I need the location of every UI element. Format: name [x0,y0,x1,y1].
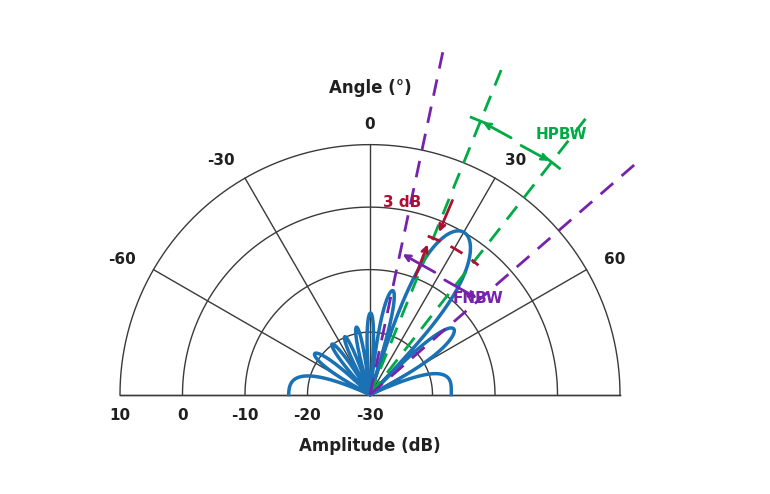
Text: 10: 10 [109,409,131,423]
Text: Angle (°): Angle (°) [329,79,411,97]
Text: -10: -10 [231,409,259,423]
Text: 60: 60 [604,252,625,267]
Text: -30: -30 [357,409,383,423]
Text: -60: -60 [109,252,136,267]
Text: 3 dB: 3 dB [383,195,421,210]
Text: FNBW: FNBW [452,291,503,306]
Text: 0: 0 [177,409,188,423]
Text: Amplitude (dB): Amplitude (dB) [300,437,440,455]
Text: 30: 30 [505,153,526,168]
Text: -20: -20 [293,409,321,423]
Text: 0: 0 [365,117,375,132]
Text: HPBW: HPBW [536,126,588,142]
Text: -30: -30 [207,153,235,168]
